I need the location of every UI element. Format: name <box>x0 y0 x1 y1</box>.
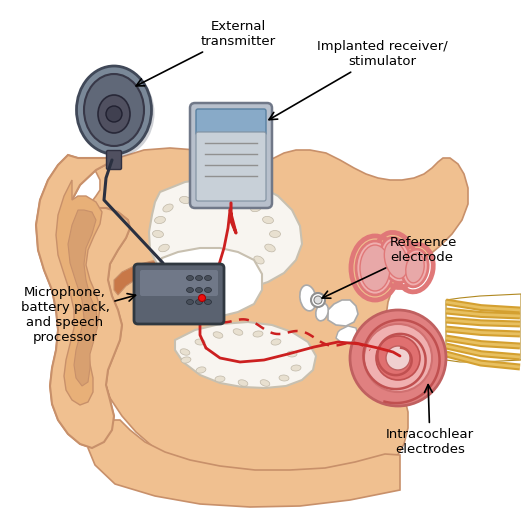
Ellipse shape <box>217 193 228 199</box>
Ellipse shape <box>80 69 155 157</box>
Ellipse shape <box>380 238 412 282</box>
Polygon shape <box>156 248 262 317</box>
Circle shape <box>199 294 205 302</box>
Polygon shape <box>328 300 358 326</box>
Ellipse shape <box>253 331 263 337</box>
Ellipse shape <box>195 288 203 292</box>
Ellipse shape <box>195 339 205 345</box>
Ellipse shape <box>238 380 248 386</box>
Ellipse shape <box>205 288 212 292</box>
Ellipse shape <box>172 256 182 264</box>
Text: Implanted receiver/
stimulator: Implanted receiver/ stimulator <box>269 40 448 120</box>
FancyBboxPatch shape <box>190 103 272 208</box>
Ellipse shape <box>316 303 328 321</box>
Ellipse shape <box>196 367 206 373</box>
Ellipse shape <box>406 253 424 283</box>
Ellipse shape <box>251 204 262 211</box>
Ellipse shape <box>215 376 225 382</box>
Ellipse shape <box>199 192 209 200</box>
Polygon shape <box>175 322 316 388</box>
Ellipse shape <box>384 242 408 279</box>
Ellipse shape <box>181 357 191 363</box>
Circle shape <box>311 293 325 307</box>
Ellipse shape <box>98 95 130 133</box>
Polygon shape <box>36 148 468 488</box>
Ellipse shape <box>402 249 428 287</box>
Ellipse shape <box>187 276 193 280</box>
Ellipse shape <box>205 300 212 304</box>
Circle shape <box>314 296 322 304</box>
Ellipse shape <box>356 241 394 295</box>
Ellipse shape <box>235 196 245 204</box>
Polygon shape <box>88 420 400 507</box>
Ellipse shape <box>195 300 203 304</box>
Ellipse shape <box>271 339 281 345</box>
Ellipse shape <box>240 264 251 271</box>
Ellipse shape <box>205 269 215 277</box>
Ellipse shape <box>205 276 212 280</box>
Text: Intracochlear
electrodes: Intracochlear electrodes <box>386 385 474 456</box>
Ellipse shape <box>163 205 173 211</box>
Circle shape <box>376 336 420 380</box>
Ellipse shape <box>223 269 233 277</box>
Polygon shape <box>36 155 130 448</box>
Ellipse shape <box>84 74 144 146</box>
Ellipse shape <box>263 216 274 224</box>
Ellipse shape <box>360 245 390 291</box>
Ellipse shape <box>158 244 169 252</box>
Circle shape <box>350 310 446 406</box>
Ellipse shape <box>287 351 297 357</box>
Ellipse shape <box>180 349 190 355</box>
Ellipse shape <box>269 231 280 238</box>
FancyBboxPatch shape <box>196 132 266 201</box>
Ellipse shape <box>187 300 193 304</box>
Ellipse shape <box>279 375 289 381</box>
Text: Reference
electrode: Reference electrode <box>322 236 457 298</box>
FancyBboxPatch shape <box>106 150 121 170</box>
Polygon shape <box>56 180 102 405</box>
Ellipse shape <box>265 244 275 252</box>
Polygon shape <box>336 326 358 343</box>
Polygon shape <box>114 260 165 295</box>
Circle shape <box>386 346 410 370</box>
Ellipse shape <box>187 266 197 272</box>
Circle shape <box>364 324 432 392</box>
Polygon shape <box>149 178 302 292</box>
Ellipse shape <box>233 329 243 335</box>
FancyBboxPatch shape <box>134 264 224 324</box>
Ellipse shape <box>291 365 301 371</box>
Ellipse shape <box>153 230 163 238</box>
Text: External
transmitter: External transmitter <box>136 20 276 86</box>
Ellipse shape <box>254 256 264 264</box>
Ellipse shape <box>155 217 166 223</box>
Ellipse shape <box>300 285 316 311</box>
FancyBboxPatch shape <box>140 270 218 296</box>
Ellipse shape <box>187 288 193 292</box>
Text: Microphone,
battery pack,
and speech
processor: Microphone, battery pack, and speech pro… <box>20 286 135 344</box>
Ellipse shape <box>213 332 223 338</box>
Ellipse shape <box>195 276 203 280</box>
Polygon shape <box>68 210 98 386</box>
Ellipse shape <box>77 66 152 154</box>
Ellipse shape <box>180 196 190 204</box>
Ellipse shape <box>260 380 270 386</box>
FancyBboxPatch shape <box>196 109 266 135</box>
Circle shape <box>106 106 122 122</box>
